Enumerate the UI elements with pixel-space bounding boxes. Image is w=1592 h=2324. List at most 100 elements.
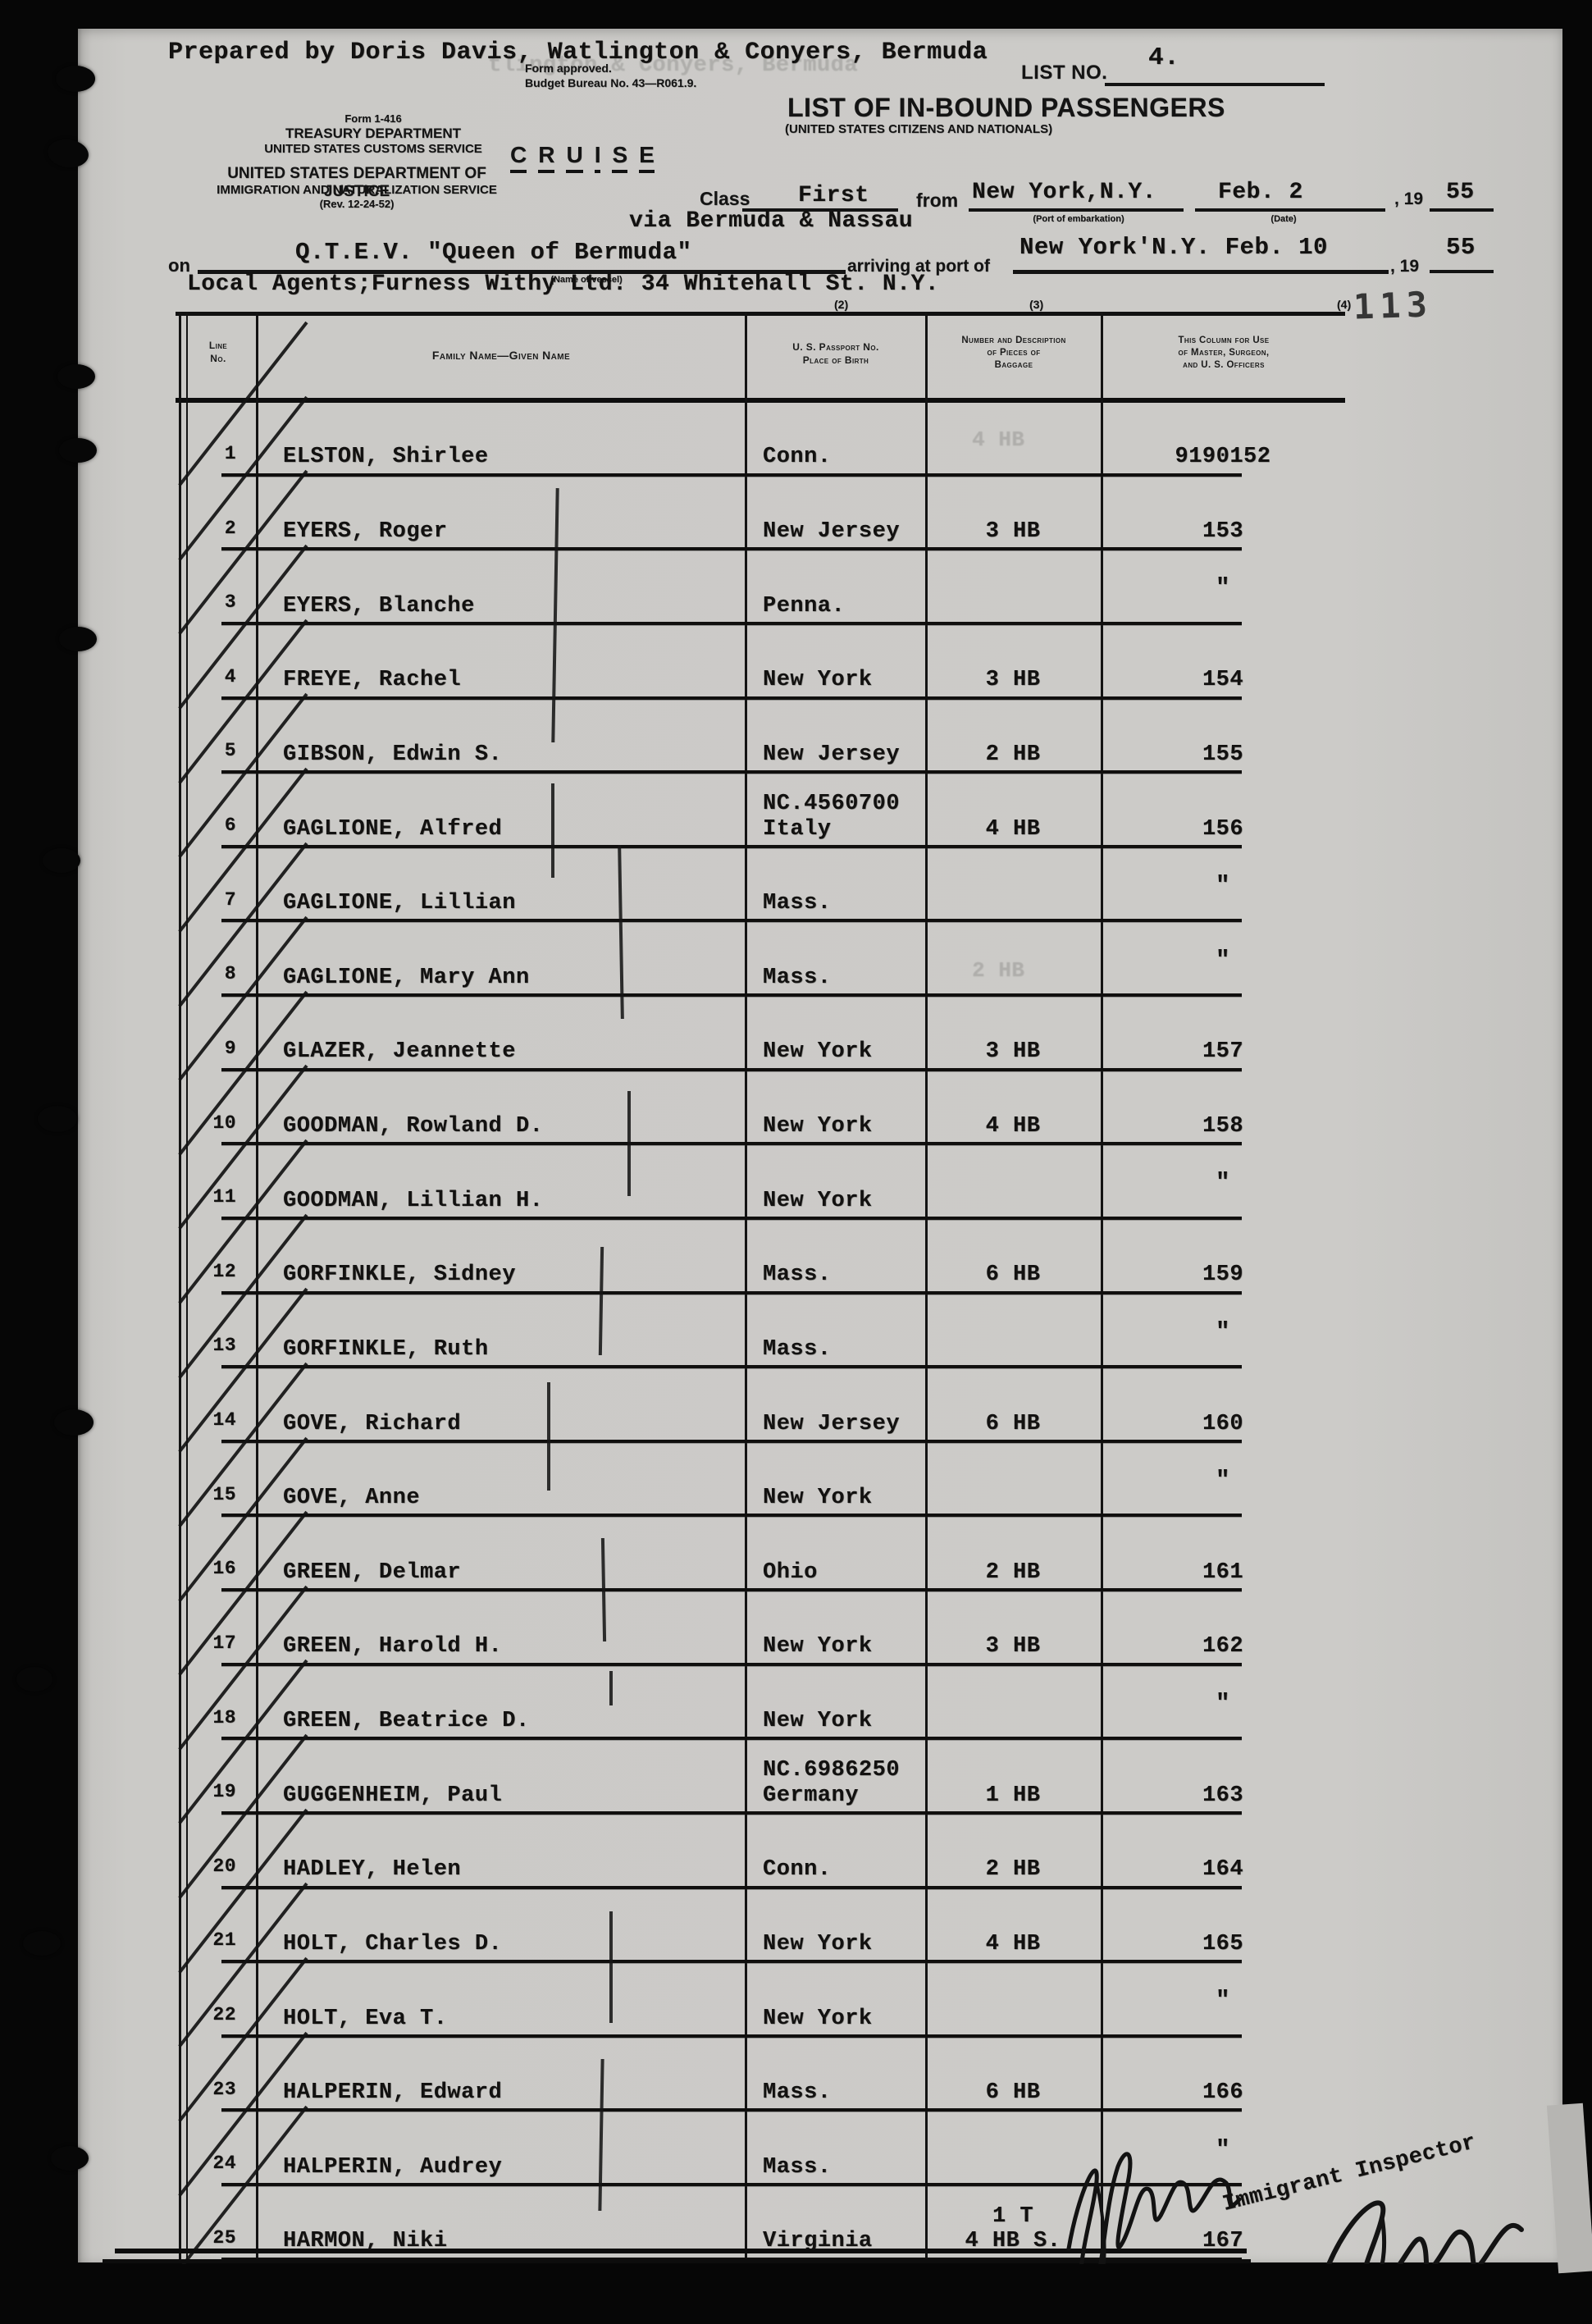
passenger-name: EYERS, Roger [283,519,448,545]
passport-place-of-birth: Penna. [763,593,846,619]
ghost-print-baggage-1: 4 HB [972,427,1025,452]
page-subtitle: (UNITED STATES CITIZENS AND NATIONALS) [785,122,1053,136]
baggage-description: 2 HB [985,1857,1041,1883]
master-column-number: 156 [1202,816,1244,842]
handwritten-family-mark-gaglione-a [551,783,554,878]
footnote-marker-3: (3) [1029,298,1044,311]
baggage-description: 4 HB [985,1114,1041,1139]
baggage-description: 2 HB [985,742,1041,767]
local-agents-line: Local Agents;Furness Withy Ltd. 34 White… [187,272,940,297]
treasury-dept-line: TREASURY DEPARTMENT [285,126,462,141]
vessel-underline [198,270,846,274]
master-column-number: " [1216,2135,1230,2163]
passport-place-of-birth: New York [763,1634,873,1660]
cruise-letter: C [510,142,527,173]
line-number: 15 [212,1483,236,1505]
table-rows: 1 ELSTON, Shirlee Conn. 9190152 2 EYERS,… [178,321,1345,2271]
row-underline [221,1142,1242,1146]
master-column-number: " [1216,1466,1230,1494]
table-row: 6 GAGLIONE, Alfred NC.4560700 Italy 4 HB… [178,693,1345,858]
table-row: 8 GAGLIONE, Mary Ann Mass. " [178,842,1345,1007]
line-number: 10 [212,1112,236,1134]
col-header-baggage-1: Number and Description [961,336,1066,345]
arrival-year-underline [1430,270,1494,273]
date-sublabel: (Date) [1270,214,1297,224]
row-underline [221,1960,1242,1964]
passenger-name: GORFINKLE, Sidney [283,1262,516,1288]
scan-edge-top [0,0,1592,29]
col-header-passport-1: U. S. Passport No. [792,341,879,353]
passenger-name: GREEN, Harold H. [283,1634,503,1660]
passenger-name: HOLT, Eva T. [283,2006,448,2031]
hole-punch [54,1409,94,1436]
table-row: 7 GAGLIONE, Lillian Mass. " [178,767,1345,933]
hole-punch [43,848,80,873]
table-row: 4 FREYE, Rachel New York 3 HB 154 [178,544,1345,710]
passenger-name: HOLT, Charles D. [283,1931,503,1956]
via-route-line: via Bermuda & Nassau [629,208,914,234]
arrival-port-date-value: New York'N.Y. Feb. 10 [1020,234,1328,261]
passport-place-of-birth: NC.6986250 Germany [763,1758,901,1808]
handwritten-family-mark-green-b [609,1671,613,1705]
table-left-border-outer [179,312,181,2259]
row-underline [221,1216,1242,1220]
page-number-stamp: 113 [1353,284,1434,327]
passenger-name: GOODMAN, Lillian H. [283,1188,544,1213]
table-row: 17 GREEN, Harold H. New York 3 HB 162 [178,1510,1345,1676]
passport-place-of-birth: New York [763,1039,873,1065]
col-divider-lineno [256,312,258,2259]
passenger-name: GIBSON, Edwin S. [283,742,503,767]
hole-punch [38,1106,77,1132]
table-row: 12 GORFINKLE, Sidney Mass. 6 HB 159 [178,1139,1345,1304]
ghost-print-baggage-2: 2 HB [972,958,1025,983]
table-bottom-border-2 [103,2259,1251,2263]
line-number: 11 [212,1186,236,1208]
customs-service-line: UNITED STATES CUSTOMS SERVICE [264,142,482,156]
handwritten-family-mark-holt [609,1911,613,2023]
baggage-description: 1 HB [985,1783,1041,1808]
arriving-at-port-label: arriving at port of [847,257,990,276]
passenger-name: GREEN, Delmar [283,1559,462,1585]
footnote-marker-2: (2) [834,298,849,311]
row-underline [221,770,1242,774]
table-row: 15 GOVE, Anne New York " [178,1362,1345,1527]
master-column-number: 9190152 [1175,445,1271,470]
table-row: 19 GUGGENHEIM, Paul NC.6986250 Germany 1… [178,1660,1345,1824]
on-label: on [168,255,190,276]
handwritten-family-mark-gove [547,1382,550,1491]
baggage-description: 6 HB [985,2080,1041,2106]
embark-year-value: 55 [1446,180,1475,205]
line-number: 16 [212,1558,236,1580]
passport-place-of-birth: New York [763,668,873,693]
master-column-number: 166 [1202,2080,1244,2106]
passenger-name: GUGGENHEIM, Paul [283,1783,503,1808]
master-column-number: 162 [1202,1634,1244,1660]
master-column-number: 163 [1202,1783,1244,1808]
line-number: 7 [224,888,236,911]
baggage-description: 4 HB [985,816,1041,842]
line-number: 24 [212,2153,236,2175]
row-underline [221,1588,1242,1591]
line-number: 17 [212,1632,236,1654]
table-row: 16 GREEN, Delmar Ohio 2 HB 161 [178,1436,1345,1601]
date-underline [1195,208,1385,212]
table-row: 14 GOVE, Richard New Jersey 6 HB 160 [178,1288,1345,1453]
master-column-number: 153 [1202,519,1244,545]
col-header-master-2: of Master, Surgeon, [1178,347,1270,358]
line-number: 25 [212,2226,236,2249]
form-number: Form 1-416 [344,112,402,125]
revision-line: (Rev. 12-24-52) [319,198,395,210]
line-number: 6 [224,815,236,836]
hole-punch [56,66,95,92]
form-approved-line2: Budget Bureau No. 43—R061.9. [525,75,697,89]
col-header-baggage-2: of Pieces of [987,347,1041,358]
line-number: 21 [212,1929,236,1952]
row-underline [221,1290,1242,1294]
col-header-passport-2: Place of Birth [802,354,869,366]
row-underline [221,993,1242,997]
col-header-line-no-2: No. [210,352,226,364]
scan-edge-bottom [0,2264,1592,2324]
list-no-label: LIST NO. [1021,62,1108,84]
arrival-year-prefix: , 19 [1390,257,1420,276]
line-number: 23 [212,2078,236,2100]
